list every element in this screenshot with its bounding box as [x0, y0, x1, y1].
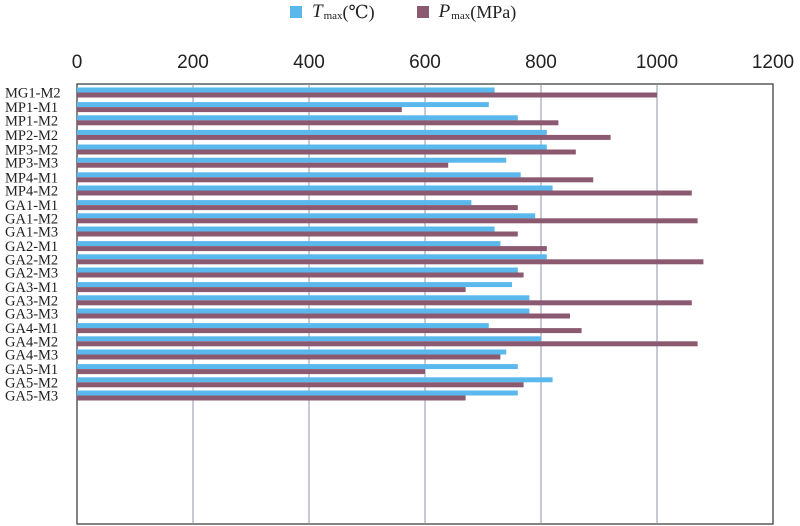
bar-pmax — [77, 272, 524, 278]
legend-swatch-tmax — [290, 6, 302, 18]
category-label: GA4-M2 — [5, 334, 58, 350]
x-tick-label: 1000 — [636, 52, 678, 73]
category-label: GA3-M2 — [5, 293, 58, 309]
category-label: MG1-M2 — [5, 86, 61, 102]
category-label: GA2-M2 — [5, 252, 58, 268]
bar-pmax — [77, 205, 518, 211]
bar-tmax — [77, 200, 472, 206]
category-label: MP1-M2 — [5, 113, 58, 129]
category-label: GA1-M3 — [5, 225, 58, 241]
category-label: GA5-M3 — [5, 389, 58, 405]
bar-tmax — [77, 267, 518, 273]
bar-tmax — [77, 102, 489, 108]
legend-symbol-tmax: T — [312, 1, 323, 22]
bar-pmax — [77, 313, 570, 319]
bar-tmax — [77, 241, 501, 247]
category-label: GA3-M1 — [5, 280, 58, 296]
category-label: MP1-M1 — [5, 100, 58, 116]
category-label: MP4-M2 — [5, 184, 58, 200]
bar-pmax — [77, 354, 501, 360]
bar-pmax — [77, 162, 449, 168]
category-label: GA4-M3 — [5, 348, 58, 364]
category-label: MP2-M2 — [5, 128, 58, 144]
bar-tmax — [77, 87, 495, 93]
bar-tmax — [77, 377, 553, 383]
category-label: MP3-M2 — [5, 143, 58, 159]
category-label: GA5-M1 — [5, 362, 58, 378]
category-label: GA2-M3 — [5, 266, 58, 282]
legend-unit-pmax: (MPa) — [470, 1, 517, 22]
bar-pmax — [77, 259, 704, 265]
bar-tmax — [77, 185, 553, 191]
category-label: GA1-M1 — [5, 198, 58, 214]
legend-subscript-tmax: max — [323, 10, 343, 22]
bar-pmax — [77, 134, 611, 140]
bar-pmax — [77, 190, 692, 196]
bar-tmax — [77, 129, 547, 135]
bar-pmax — [77, 395, 466, 401]
category-label: GA2-M1 — [5, 239, 58, 255]
legend-unit-tmax: (℃) — [342, 1, 375, 22]
category-label: GA1-M2 — [5, 211, 58, 227]
bar-tmax — [77, 115, 518, 121]
category-label: MP3-M3 — [5, 156, 58, 172]
bar-tmax — [77, 282, 512, 288]
bar-pmax — [77, 369, 425, 375]
bar-tmax — [77, 144, 547, 150]
bar-tmax — [77, 323, 489, 329]
x-tick-label: 600 — [409, 52, 441, 73]
category-label: GA4-M1 — [5, 321, 58, 337]
bar-pmax — [77, 218, 698, 224]
bar-pmax — [77, 287, 466, 293]
bar-tmax — [77, 364, 518, 370]
bar-pmax — [77, 149, 576, 155]
bar-tmax — [77, 213, 536, 219]
bar-tmax — [77, 308, 530, 314]
category-label: MP4-M1 — [5, 170, 58, 186]
bar-pmax — [77, 300, 692, 306]
x-tick-label: 0 — [72, 52, 83, 73]
x-tick-label: 200 — [177, 52, 209, 73]
bar-pmax — [77, 177, 594, 183]
bar-tmax — [77, 295, 530, 301]
bar-pmax — [77, 341, 698, 347]
x-tick-label: 800 — [525, 52, 557, 73]
x-tick-label: 400 — [293, 52, 325, 73]
bar-tmax — [77, 157, 507, 163]
bar-pmax — [77, 231, 518, 237]
category-label: GA5-M2 — [5, 375, 58, 391]
bar-tmax — [77, 390, 518, 396]
bar-pmax — [77, 107, 402, 113]
bar-pmax — [77, 382, 524, 388]
bar-pmax — [77, 92, 657, 98]
bar-tmax — [77, 349, 507, 355]
bar-tmax — [77, 336, 541, 342]
bar-tmax — [77, 226, 495, 232]
bar-tmax — [77, 172, 521, 178]
bar-pmax — [77, 246, 547, 252]
legend-swatch-pmax — [416, 6, 429, 18]
category-label: GA3-M3 — [5, 307, 58, 323]
legend-subscript-pmax: max — [451, 10, 471, 22]
bar-pmax — [77, 120, 559, 126]
legend-symbol-pmax: P — [438, 1, 451, 22]
bar-pmax — [77, 328, 582, 334]
bar-tmax — [77, 254, 547, 260]
x-tick-label: 1200 — [752, 52, 794, 73]
